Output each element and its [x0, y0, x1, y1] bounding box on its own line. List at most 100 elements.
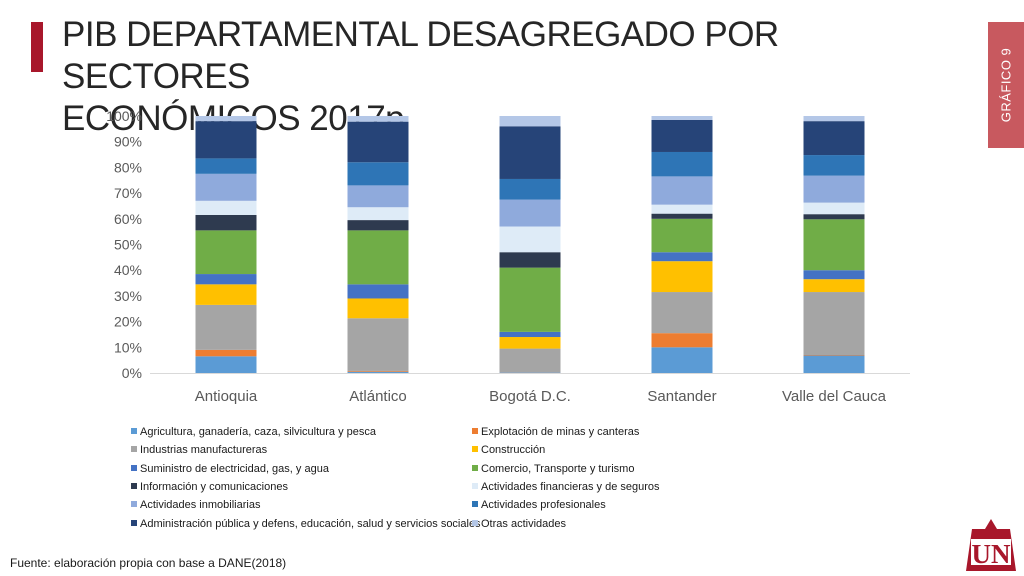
bar-segment	[195, 158, 257, 174]
stacked-bar-chart: 0% 10% 20% 30% 40% 50% 60% 70% 80% 90% 100% Antioqu…	[106, 108, 910, 405]
x-category-label: Atlántico	[349, 388, 407, 405]
bar-segment	[195, 349, 257, 357]
legend-label: Agricultura, ganadería, caza, silvicultu…	[140, 426, 377, 438]
bar-segment	[195, 214, 257, 231]
bar-segment	[499, 116, 561, 127]
bar-segment	[499, 178, 561, 200]
legend-item: Industrias manufactureras	[131, 444, 267, 456]
bar-segment	[347, 371, 409, 373]
bar-segment	[499, 267, 561, 332]
bar-segment	[651, 204, 713, 214]
legend-item: Explotación de minas y canteras	[472, 426, 639, 438]
bar-segment	[499, 331, 561, 338]
bar-segment	[347, 121, 409, 163]
bar-segment	[347, 370, 409, 372]
legend-item: Comercio, Transporte y turismo	[472, 463, 634, 475]
bar-segment	[651, 116, 713, 120]
legend-item: Actividades inmobiliarias	[131, 499, 260, 511]
bar-segment	[803, 121, 865, 156]
bar-segment	[803, 219, 865, 271]
legend-label: Suministro de electricidad, gas, y agua	[140, 462, 329, 475]
bar-segment	[195, 116, 257, 122]
bar-segment	[499, 126, 561, 179]
bar-segment	[803, 292, 865, 356]
bar-segment	[803, 202, 865, 215]
bar-segment	[651, 218, 713, 253]
bar-segment	[499, 226, 561, 253]
un-logo: UN	[966, 519, 1016, 571]
bar-segment	[651, 333, 713, 348]
bar-segment	[803, 214, 865, 220]
legend-swatch	[131, 501, 137, 508]
bar-segment	[499, 337, 561, 349]
bar-segment	[651, 261, 713, 293]
legend-swatch	[472, 482, 478, 489]
x-category-label: Valle del Cauca	[782, 388, 887, 405]
bar-segment	[651, 213, 713, 219]
title-accent-bar	[31, 22, 43, 72]
legend-item: Agricultura, ganadería, caza, silvicultu…	[131, 426, 376, 438]
legend-swatch	[131, 446, 137, 453]
legend-item: Actividades profesionales	[472, 499, 606, 511]
bar-segment	[347, 284, 409, 299]
figure-number-tab: GRÁFICO 9	[988, 22, 1024, 148]
x-category-label: Antioquia	[195, 388, 258, 405]
bar-segment	[803, 270, 865, 280]
x-category-label: Santander	[647, 388, 716, 405]
legend-swatch	[131, 519, 137, 526]
bar-segment	[651, 252, 713, 262]
bar-segment	[499, 372, 561, 373]
legend-swatch	[472, 464, 478, 471]
legend-item: Otras actividades	[472, 518, 566, 530]
legend-label: Actividades financieras y de seguros	[481, 480, 660, 493]
bar-segment	[803, 116, 865, 122]
bar-segment	[347, 298, 409, 319]
legend-label: Administración pública y defens, educaci…	[140, 517, 481, 530]
bar-segment	[347, 185, 409, 208]
y-tick-label: 40%	[114, 262, 142, 278]
y-tick-label: 80%	[114, 159, 142, 175]
y-tick-label: 20%	[114, 314, 142, 330]
bar-segment	[803, 355, 865, 356]
bar-segment	[651, 292, 713, 334]
bar-segment	[803, 175, 865, 203]
bar-segment	[499, 348, 561, 373]
bar-segment	[499, 199, 561, 227]
y-tick-label: 50%	[114, 237, 142, 253]
bar-segment	[347, 318, 409, 371]
bar-segment	[803, 279, 865, 293]
legend-label: Actividades inmobiliarias	[140, 499, 261, 512]
bar-segment	[347, 207, 409, 221]
bar-segment	[347, 230, 409, 285]
bar-segment	[499, 252, 561, 268]
bar-segment	[651, 176, 713, 205]
legend-label: Actividades profesionales	[481, 499, 606, 512]
bar-segment	[195, 121, 257, 159]
logo-text: UN	[972, 539, 1011, 569]
bar-segment	[195, 173, 257, 201]
title-line-1: PIB DEPARTAMENTAL DESAGREGADO POR SECTOR…	[62, 15, 779, 96]
bar-segment	[195, 356, 257, 373]
bar-segment	[195, 200, 257, 215]
bar-segment	[651, 347, 713, 373]
legend-swatch	[472, 501, 478, 508]
bar-segment	[347, 162, 409, 186]
y-tick-label: 90%	[114, 134, 142, 150]
bar-segment	[195, 284, 257, 305]
bar-segment	[651, 151, 713, 177]
legend-label: Comercio, Transporte y turismo	[481, 462, 635, 475]
legend-swatch	[131, 428, 137, 434]
legend-item: Información y comunicaciones	[131, 481, 288, 493]
bar-segment	[347, 220, 409, 231]
y-tick-label: 100%	[106, 108, 142, 124]
legend-item: Administración pública y defens, educaci…	[131, 518, 481, 530]
legend-label: Información y comunicaciones	[140, 480, 288, 493]
legend-label: Otras actividades	[481, 517, 566, 530]
legend-label: Construcción	[481, 444, 546, 457]
y-tick-label: 0%	[122, 365, 142, 381]
y-tick-label: 70%	[114, 185, 142, 201]
legend-label: Explotación de minas y canteras	[481, 426, 640, 438]
bar-segment	[803, 355, 865, 373]
source-note: Fuente: elaboración propia con base a DA…	[10, 556, 287, 570]
legend-item: Suministro de electricidad, gas, y agua	[131, 463, 329, 475]
